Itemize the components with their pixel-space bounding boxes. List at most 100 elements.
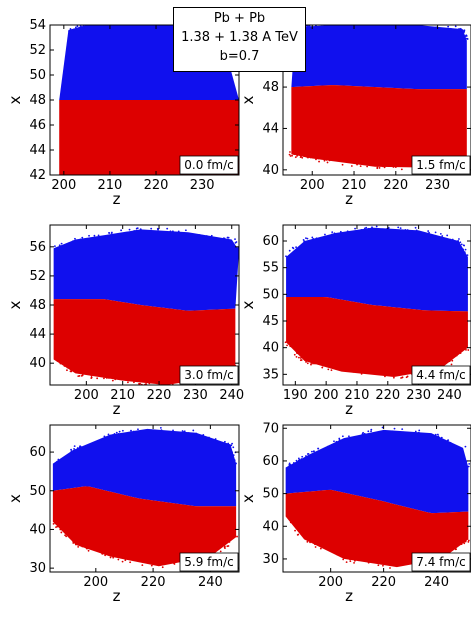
- upper-point: [131, 25, 134, 28]
- lower-point: [292, 523, 295, 526]
- lower-point: [353, 559, 356, 562]
- y-tick-label: 52: [29, 43, 46, 58]
- upper-point: [291, 464, 294, 467]
- lower-point: [309, 156, 312, 159]
- upper-point: [330, 444, 333, 446]
- lower-point: [78, 543, 80, 546]
- x-tick-label: 190: [283, 388, 308, 403]
- lower-point: [112, 556, 115, 559]
- lower-point: [293, 353, 296, 356]
- upper-point: [73, 445, 76, 448]
- upper-point: [203, 235, 205, 238]
- upper-point: [232, 446, 235, 449]
- upper-point: [108, 231, 110, 234]
- upper-point: [79, 445, 82, 448]
- impact-parameter-label: b=0.7: [219, 49, 260, 64]
- lower-point: [159, 382, 161, 385]
- upper-point: [161, 430, 164, 433]
- scatter-speckle: [52, 426, 238, 569]
- upper-point: [462, 252, 465, 255]
- lower-point: [317, 157, 320, 160]
- lower-point: [129, 561, 132, 564]
- upper-point: [292, 461, 295, 464]
- upper-point: [296, 250, 299, 252]
- lower-point: [66, 366, 69, 369]
- upper-point: [302, 238, 305, 241]
- upper-point: [58, 459, 61, 462]
- lower-point: [150, 564, 153, 567]
- lower-point: [125, 379, 127, 381]
- lower-point: [342, 558, 345, 561]
- upper-point: [202, 433, 205, 436]
- upper-point: [164, 26, 166, 29]
- lower-point: [87, 549, 90, 552]
- upper-point: [462, 35, 465, 38]
- upper-point: [380, 23, 382, 25]
- lower-point: [450, 363, 453, 366]
- x-axis-label: z: [345, 190, 353, 208]
- lower-point: [392, 376, 395, 379]
- lower-point: [127, 381, 129, 384]
- y-tick-label: 48: [29, 298, 46, 313]
- lower-point: [92, 176, 94, 178]
- lower-point: [467, 539, 470, 542]
- lower-point: [356, 163, 358, 166]
- upper-point: [444, 440, 446, 443]
- lower-point: [296, 533, 299, 536]
- time-label: 7.4 fm/c: [416, 555, 465, 569]
- upper-nucleus-region: [286, 227, 468, 312]
- lower-point: [94, 548, 97, 551]
- upper-point: [367, 430, 370, 433]
- lower-point: [219, 550, 222, 553]
- upper-nucleus-region: [291, 25, 467, 90]
- x-tick-label: 230: [183, 388, 208, 403]
- upper-point: [184, 229, 187, 232]
- lower-point: [295, 356, 298, 358]
- time-label: 0.0 fm/c: [184, 158, 233, 172]
- y-tick-label: 50: [262, 287, 279, 302]
- upper-point: [88, 234, 90, 237]
- upper-point: [69, 28, 72, 30]
- lower-point: [56, 360, 59, 362]
- upper-point: [57, 458, 60, 461]
- x-tick-label: 220: [375, 388, 400, 403]
- upper-point: [150, 227, 153, 230]
- lower-point: [323, 364, 326, 367]
- lower-point: [157, 563, 160, 566]
- x-tick-label: 220: [144, 178, 169, 193]
- y-tick-label: 44: [262, 121, 279, 136]
- lower-point: [161, 566, 164, 569]
- lower-point: [145, 382, 147, 385]
- lower-point: [106, 172, 109, 175]
- x-tick-label: 240: [219, 388, 244, 403]
- upper-point: [327, 445, 329, 448]
- lower-point: [291, 154, 293, 157]
- y-tick-label: 45: [262, 314, 279, 329]
- lower-point: [360, 373, 363, 375]
- upper-point: [118, 430, 121, 433]
- lower-point: [289, 151, 291, 153]
- upper-point: [427, 230, 430, 232]
- upper-point: [166, 431, 169, 434]
- upper-point: [439, 28, 442, 31]
- upper-point: [288, 462, 291, 465]
- upper-point: [128, 228, 131, 231]
- lower-point: [294, 529, 296, 532]
- lower-point: [465, 348, 467, 351]
- lower-point: [304, 155, 307, 158]
- upper-point: [76, 25, 79, 28]
- lower-point: [293, 153, 296, 156]
- plot-area: [53, 227, 239, 385]
- y-tick-label: 46: [29, 118, 46, 133]
- lower-point: [224, 547, 226, 549]
- lower-point: [325, 159, 328, 161]
- time-label-box: [179, 365, 239, 385]
- y-tick-label: 44: [29, 327, 46, 342]
- upper-point: [113, 432, 116, 435]
- upper-point: [135, 430, 137, 433]
- upper-point: [306, 237, 309, 240]
- upper-point: [363, 432, 366, 435]
- x-tick-label: 210: [345, 388, 370, 403]
- upper-point: [381, 426, 384, 429]
